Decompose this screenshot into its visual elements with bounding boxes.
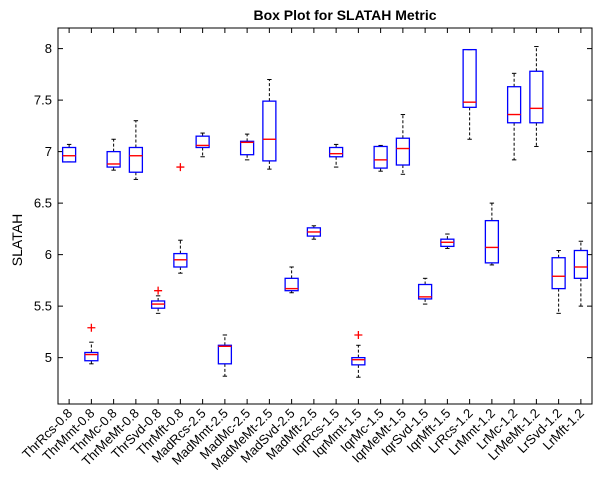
box (128, 146, 144, 173)
box (462, 48, 477, 108)
box (529, 70, 544, 124)
y-tick-label: 5 (45, 350, 52, 365)
y-tick-label: 7.5 (34, 93, 52, 108)
box (106, 150, 121, 168)
outlier-marker (354, 330, 363, 339)
box (217, 344, 233, 365)
outlier-marker (154, 286, 163, 295)
box (61, 146, 77, 163)
box (484, 219, 500, 264)
box (195, 135, 210, 149)
box (262, 100, 277, 162)
y-tick-label: 6.5 (34, 196, 52, 211)
box (351, 356, 366, 366)
y-tick-label: 6 (45, 247, 52, 262)
y-tick-label: 7 (45, 144, 52, 159)
y-tick-label: 8 (45, 41, 52, 56)
box (506, 86, 522, 124)
plot-area: 55.566.577.58ThrRcs-0.8ThrMmt-0.8ThrMc-0… (19, 27, 593, 473)
plot-frame (57, 27, 593, 405)
outlier-marker (87, 323, 96, 332)
box (328, 146, 344, 158)
box (573, 249, 589, 279)
y-tick-label: 5.5 (34, 299, 52, 314)
y-axis-label: SLATAH (9, 214, 25, 266)
box (551, 257, 566, 290)
box (284, 277, 299, 292)
box (373, 145, 388, 169)
box (395, 137, 411, 166)
chart-title: Box Plot for SLATAH Metric (253, 7, 436, 23)
box (417, 283, 433, 300)
box (84, 351, 99, 362)
outlier-marker (176, 163, 185, 172)
box (239, 140, 255, 156)
